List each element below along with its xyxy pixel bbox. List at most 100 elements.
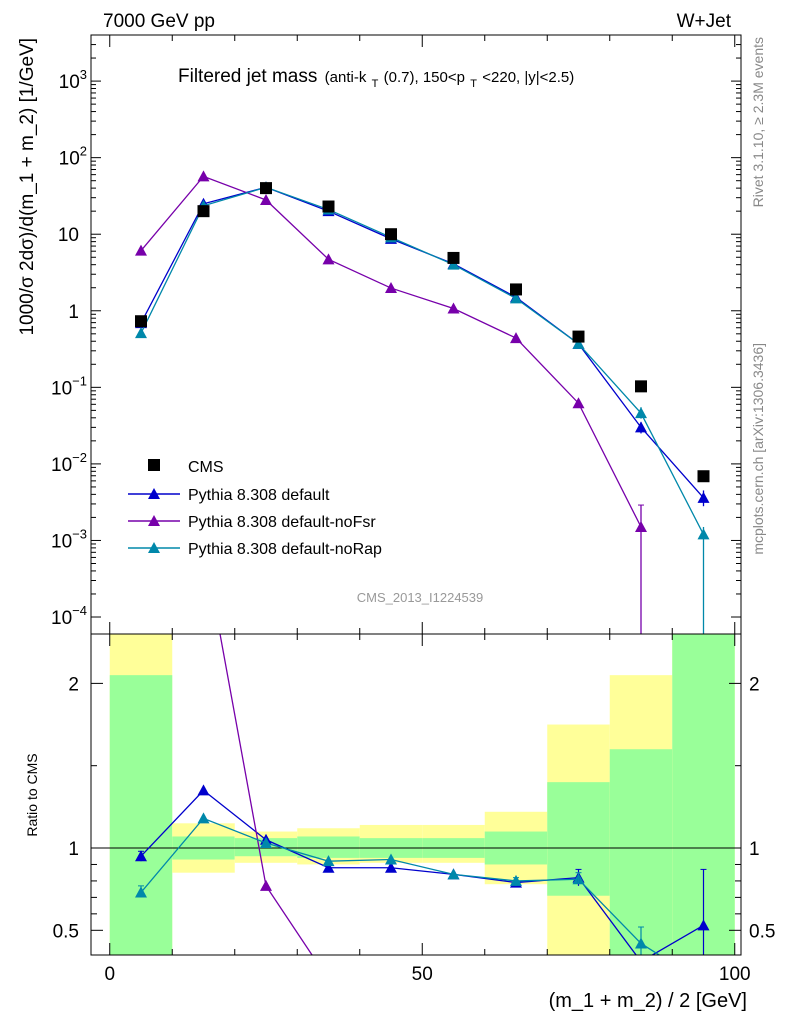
ratio-marker <box>322 861 335 873</box>
x-tick-label: 0 <box>104 964 115 985</box>
title-sub-mid: (0.7), 150<p <box>384 69 465 86</box>
ratio-marker <box>260 879 272 891</box>
data-point <box>697 470 710 483</box>
mcplots-label: mcplots.cern.ch [arXiv:1306.3436] <box>750 343 766 555</box>
ratio-line <box>140 789 704 955</box>
tick-base: 10 <box>51 378 72 399</box>
ratio-series <box>135 634 710 955</box>
data-point <box>572 330 585 343</box>
data-point <box>447 251 460 264</box>
title-sub-pre: (anti-k <box>325 69 367 86</box>
legend-marker-data <box>148 459 160 471</box>
data-point <box>510 283 522 296</box>
legend-marker <box>148 542 160 553</box>
data-point <box>385 228 397 241</box>
legend-label: Pythia 8.308 default-noRap <box>188 541 382 558</box>
data-point <box>197 205 210 218</box>
x-tick-label: 50 <box>412 964 433 985</box>
tick-exponent: −4 <box>72 603 87 618</box>
legend-label: Pythia 8.308 default-noFsr <box>188 514 376 531</box>
ratio-marker <box>197 784 210 796</box>
series-marker <box>447 258 460 270</box>
legend-marker <box>148 515 160 526</box>
analysis-watermark: CMS_2013_I1224539 <box>357 590 484 605</box>
legend-label: Pythia 8.308 default <box>188 487 330 504</box>
main-y-tick-label: 102 <box>59 144 87 170</box>
main-y-tick-label: 1 <box>68 302 79 323</box>
tick-exponent: −3 <box>72 526 87 541</box>
title-main: Filtered jet mass <box>178 66 317 87</box>
data-point <box>322 200 335 213</box>
ratio-marker <box>322 855 335 867</box>
tick-base: 10 <box>59 72 80 93</box>
series-line <box>140 186 705 535</box>
tick-exponent: −1 <box>72 373 87 388</box>
series-marker <box>510 292 522 304</box>
ratio-marker <box>260 837 272 849</box>
ratio-clipped-series <box>135 634 710 955</box>
main-y-tick-label: 10−3 <box>51 526 87 552</box>
ratio-y-tick-label: 0.5 <box>53 921 79 942</box>
ratio-uncertainty-bands <box>91 634 741 955</box>
green-band <box>297 836 360 858</box>
legend: CMS Pythia 8.308 default Pythia 8.308 defa… <box>128 459 382 558</box>
series-marker <box>510 332 522 344</box>
ratio-line <box>219 634 313 955</box>
tick-base: 10 <box>58 225 79 246</box>
legend-label: CMS <box>188 459 224 476</box>
series-marker <box>135 244 147 256</box>
data-point <box>135 315 147 328</box>
series-marker <box>447 302 460 314</box>
rivet-label: Rivet 3.1.10, ≥ 2.3M events <box>750 37 766 207</box>
ratio-y-tick-label-right: 2 <box>749 674 760 695</box>
x-axis-label: (m_1 + m_2) / 2 [GeV] <box>549 990 747 1012</box>
legend-marker <box>148 488 160 499</box>
title-sub-post: <220, |y|<2.5) <box>482 69 574 86</box>
tick-base: 10 <box>51 608 72 629</box>
tick-base: 10 <box>59 149 80 170</box>
series-line <box>140 186 704 499</box>
ratio-marker <box>197 812 210 824</box>
main-y-tick-label: 10 <box>58 225 79 246</box>
series-marker <box>135 327 147 339</box>
green-band <box>109 675 173 955</box>
series-marker <box>260 193 272 205</box>
main-y-tick-label: 103 <box>59 67 87 93</box>
ratio-y-tick-label-right: 0.5 <box>749 921 775 942</box>
x-tick-label: 100 <box>719 964 751 985</box>
tick-exponent: 2 <box>80 144 87 159</box>
header-right: W+Jet <box>677 11 732 32</box>
ratio-line <box>140 817 661 955</box>
green-band <box>609 749 673 955</box>
tick-exponent: −2 <box>72 450 87 465</box>
main-y-tick-label: 10−2 <box>51 450 87 476</box>
tick-base: 1 <box>68 302 79 323</box>
series-marker <box>385 282 397 294</box>
ratio-y-tick-label: 1 <box>68 839 79 860</box>
series-marker <box>572 337 585 349</box>
ratio-marker <box>447 868 460 880</box>
ratio-panel-frame <box>90 633 742 956</box>
main-y-tick-label: 10−1 <box>51 373 87 399</box>
ratio-y-tick-label: 2 <box>68 674 79 695</box>
ratio-marker <box>385 861 397 873</box>
tick-exponent: 3 <box>80 67 87 82</box>
ratio-y-tick-label-right: 1 <box>749 839 760 860</box>
ratio-marker <box>385 853 397 865</box>
header-left: 7000 GeV pp <box>103 11 215 32</box>
series-marker <box>322 253 335 265</box>
main-series <box>135 170 710 634</box>
tick-base: 10 <box>51 531 72 552</box>
series-marker <box>197 170 210 182</box>
title-sub-sub2: T <box>470 78 477 90</box>
title-sub-sub1: T <box>372 78 379 90</box>
data-point <box>260 182 272 195</box>
plot-title: Filtered jet mass (anti-k T (0.7), 150<p… <box>178 66 574 92</box>
data-point <box>635 380 647 393</box>
series-marker <box>572 397 585 409</box>
main-y-axis-label: 1000/σ 2dσ)/d(m_1 + m_2) [1/GeV] <box>17 38 38 336</box>
ratio-y-axis-label: Ratio to CMS <box>24 753 40 836</box>
main-y-tick-label: 10−4 <box>51 603 87 629</box>
